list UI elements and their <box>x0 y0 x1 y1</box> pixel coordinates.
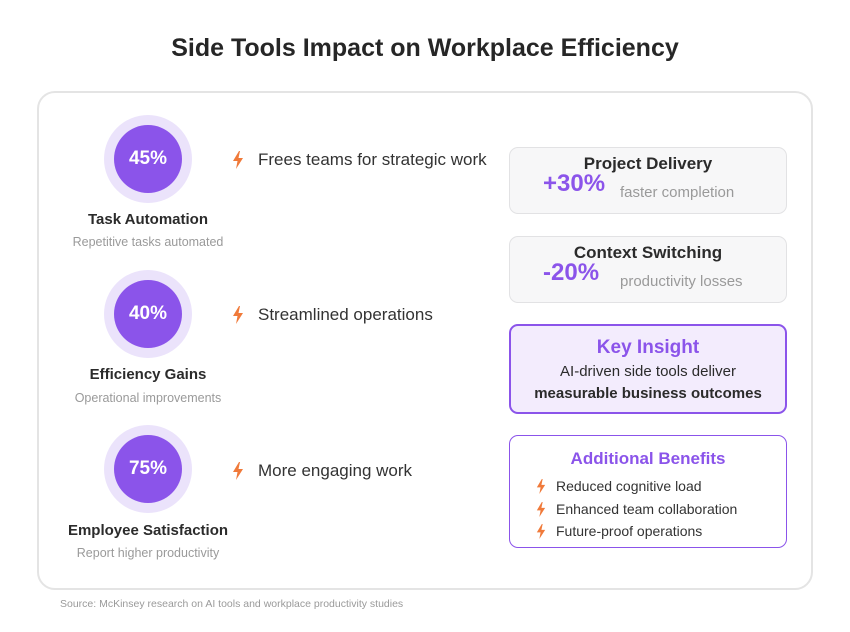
metric-label-employee-satisfaction: Employee Satisfaction <box>67 522 229 539</box>
lightning-bolt-icon <box>232 462 244 480</box>
benefit-text: Enhanced team collaboration <box>556 501 738 517</box>
metric-sub-employee-satisfaction: Report higher productivity <box>76 546 220 560</box>
bullet-task-automation: Frees teams for strategic work <box>232 150 487 170</box>
lightning-bolt-icon <box>232 306 244 324</box>
insight-line-1: AI-driven side tools deliver <box>560 363 736 380</box>
additional-benefits-card: Additional Benefits Reduced cognitive lo… <box>509 435 787 548</box>
metric-sub-efficiency-gains: Operational improvements <box>74 391 222 405</box>
metric-ring-task-automation: 45% <box>104 115 192 203</box>
bullet-employee-satisfaction: More engaging work <box>232 461 412 481</box>
metric-label-efficiency-gains: Efficiency Gains <box>89 366 207 383</box>
metric-sub-task-automation: Repetitive tasks automated <box>72 235 224 249</box>
page-title: Side Tools Impact on Workplace Efficienc… <box>171 34 679 62</box>
card-project-delivery: Project Delivery +30% faster completion <box>509 147 787 214</box>
metric-value-efficiency-gains: 40% <box>114 280 182 348</box>
benefit-item: Reduced cognitive load <box>536 478 702 494</box>
benefit-item: Enhanced team collaboration <box>536 501 737 517</box>
card-value: -20% <box>543 259 600 286</box>
lightning-bolt-icon <box>536 524 546 539</box>
card-context-switching: Context Switching -20% productivity loss… <box>509 236 787 303</box>
source-note: Source: McKinsey research on AI tools an… <box>60 598 404 610</box>
metric-value-task-automation: 45% <box>114 125 182 193</box>
metric-label-task-automation: Task Automation <box>87 211 208 228</box>
bullet-text: Streamlined operations <box>258 305 433 324</box>
card-note: faster completion <box>620 184 735 201</box>
benefit-text: Future-proof operations <box>556 523 703 539</box>
metric-value-employee-satisfaction: 75% <box>114 435 182 503</box>
key-insight-card: Key Insight AI-driven side tools deliver… <box>509 324 787 414</box>
insight-line-2: measurable business outcomes <box>534 385 762 402</box>
bullet-text: More engaging work <box>258 461 413 480</box>
card-title: Project Delivery <box>583 154 713 173</box>
card-note: productivity losses <box>620 273 743 290</box>
bullet-text: Frees teams for strategic work <box>258 150 487 169</box>
lightning-bolt-icon <box>536 479 546 494</box>
lightning-bolt-icon <box>536 502 546 517</box>
bullet-efficiency-gains: Streamlined operations <box>232 305 433 325</box>
insight-title: Key Insight <box>596 337 700 358</box>
card-title: Context Switching <box>573 243 723 262</box>
lightning-bolt-icon <box>232 151 244 169</box>
benefits-title: Additional Benefits <box>570 449 726 468</box>
benefit-item: Future-proof operations <box>536 523 702 539</box>
benefit-text: Reduced cognitive load <box>556 478 702 494</box>
metric-ring-employee-satisfaction: 75% <box>104 425 192 513</box>
card-value: +30% <box>543 170 606 197</box>
metric-ring-efficiency-gains: 40% <box>104 270 192 358</box>
